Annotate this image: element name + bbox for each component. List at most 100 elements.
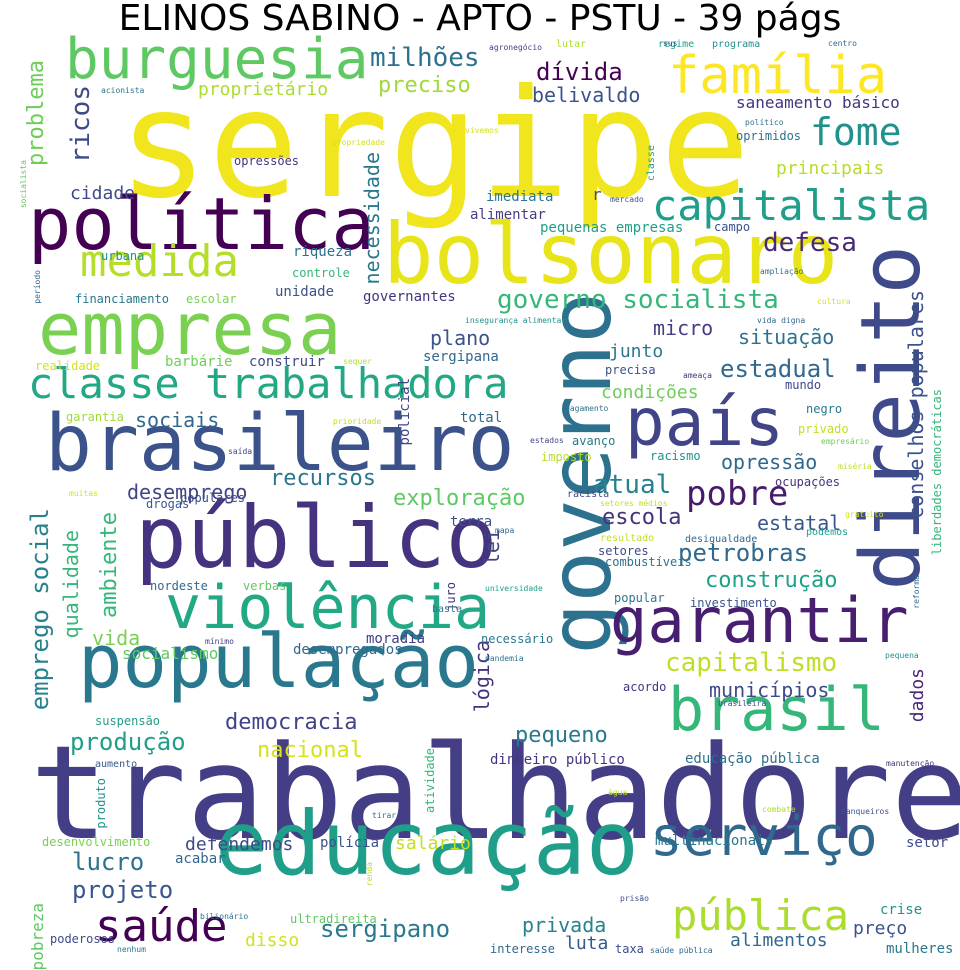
- cloud-word: política: [28, 182, 375, 266]
- cloud-word: mulheres: [886, 941, 954, 957]
- cloud-word: opressão: [721, 450, 818, 474]
- cloud-word: agronegócio: [489, 43, 542, 52]
- cloud-word: micro: [653, 316, 714, 340]
- cloud-word: atual: [593, 470, 672, 500]
- cloud-word: construção: [705, 568, 838, 593]
- cloud-word: desigualdade: [685, 534, 758, 545]
- cloud-word: plano: [430, 326, 491, 350]
- cloud-word: banqueiros: [841, 807, 890, 816]
- cloud-word: total: [460, 410, 503, 426]
- cloud-word: necessário: [481, 632, 554, 646]
- cloud-word: medida: [80, 236, 239, 287]
- cloud-word: acionista: [101, 86, 145, 95]
- cloud-word: petrobras: [678, 539, 809, 567]
- cloud-word: brasileira: [718, 699, 767, 708]
- cloud-word: garantir: [610, 584, 909, 657]
- cloud-word: insegurança alimentar: [465, 316, 567, 325]
- cloud-word: ameaça: [683, 371, 712, 380]
- cloud-word: mínimo: [205, 637, 234, 646]
- cloud-word: belivaldo: [532, 83, 641, 107]
- cloud-word: r: [592, 185, 602, 204]
- cloud-word: barbárie: [165, 354, 233, 370]
- cloud-word: combate: [762, 805, 796, 814]
- cloud-word: conselhos populares: [904, 290, 928, 519]
- cloud-word: universidade: [485, 584, 543, 593]
- cloud-word: sergipe: [118, 58, 751, 232]
- cloud-word: empresário: [821, 437, 870, 446]
- cloud-word: privado: [798, 422, 849, 436]
- cloud-word: saída: [228, 447, 253, 456]
- cloud-word: problema: [24, 60, 49, 166]
- cloud-word: ocupações: [775, 475, 841, 489]
- cloud-word: atividade: [423, 748, 437, 814]
- cloud-word: urbana: [101, 249, 145, 263]
- cloud-word: oprimidos: [736, 129, 802, 143]
- cloud-word: educação pública: [685, 751, 820, 767]
- cloud-word: país: [625, 384, 784, 461]
- cloud-word: polícia: [320, 835, 380, 851]
- cloud-word: situação: [738, 325, 835, 349]
- cloud-word: vida digna: [757, 316, 806, 325]
- cloud-word: dinheiro público: [490, 752, 625, 768]
- cloud-word: prisão: [620, 894, 649, 903]
- cloud-word: defendemos: [185, 834, 294, 855]
- cloud-word: dívida: [536, 58, 623, 86]
- cloud-word: municípios: [709, 678, 830, 702]
- cloud-word: realidade: [35, 359, 101, 373]
- cloud-word: pública: [672, 891, 850, 940]
- cloud-word: período: [33, 270, 42, 304]
- cloud-word: aumento: [95, 759, 138, 770]
- cloud-word: nenhum: [117, 945, 146, 954]
- cloud-word: milhões: [370, 43, 480, 73]
- cloud-word: ampliação: [760, 267, 804, 276]
- cloud-word: financiamento: [75, 292, 169, 306]
- cloud-word: prioridade: [333, 417, 382, 426]
- cloud-word: ambiente: [97, 512, 122, 618]
- cloud-word: qualidade: [59, 530, 83, 639]
- cloud-word: junto: [609, 341, 664, 362]
- cloud-word: violência: [165, 573, 491, 643]
- cloud-word: escola: [602, 505, 682, 530]
- cloud-word: drogas: [146, 497, 190, 511]
- cloud-word: lutar: [556, 39, 587, 50]
- cloud-word: policial: [397, 378, 413, 446]
- cloud-word: muitas: [69, 489, 98, 498]
- cloud-word: interesse: [490, 942, 556, 956]
- cloud-word: poderosos: [50, 932, 116, 946]
- cloud-word: nacional: [257, 738, 363, 763]
- cloud-word: projeto: [72, 876, 174, 904]
- cloud-word: setor: [906, 835, 949, 851]
- cloud-word: suspensão: [95, 714, 161, 728]
- cloud-word: populares: [180, 491, 246, 505]
- cloud-word: ricos: [66, 85, 96, 164]
- cloud-word: taxa: [615, 942, 644, 956]
- cloud-word: preciso: [378, 73, 471, 98]
- cloud-word: saúde: [95, 901, 228, 952]
- cloud-word: podemos: [806, 527, 849, 538]
- cloud-word: investimento: [690, 596, 777, 610]
- cloud-word: pandemia: [485, 654, 524, 663]
- cloud-word: defesa: [763, 228, 857, 258]
- cloud-word: programa: [712, 39, 761, 50]
- cloud-word: renda: [365, 862, 374, 887]
- cloud-word: alimentos: [730, 930, 828, 951]
- cloud-word: classe trabalhadora: [28, 359, 509, 408]
- cloud-word: alimentar: [470, 207, 546, 223]
- cloud-word: mundo: [785, 378, 822, 392]
- cloud-word: racista: [567, 489, 610, 500]
- cloud-word: preço: [853, 918, 908, 939]
- cloud-word: centro: [828, 39, 857, 48]
- cloud-word: mercado: [610, 195, 644, 204]
- cloud-word: garantia: [66, 410, 124, 424]
- cloud-word: serviço: [650, 805, 878, 868]
- cloud-word: desempregados: [293, 642, 403, 658]
- cloud-word: mapa: [495, 526, 515, 535]
- cloud-word: burguesia: [65, 27, 369, 92]
- cloud-word: população: [78, 619, 479, 705]
- cloud-word: propriedade: [332, 138, 385, 147]
- cloud-word: cultura: [817, 297, 851, 306]
- cloud-word: empresa: [38, 287, 342, 371]
- cloud-word: principais: [776, 158, 885, 179]
- cloud-word: pequenas empresas: [540, 220, 684, 236]
- cloud-word: verbas: [243, 579, 287, 593]
